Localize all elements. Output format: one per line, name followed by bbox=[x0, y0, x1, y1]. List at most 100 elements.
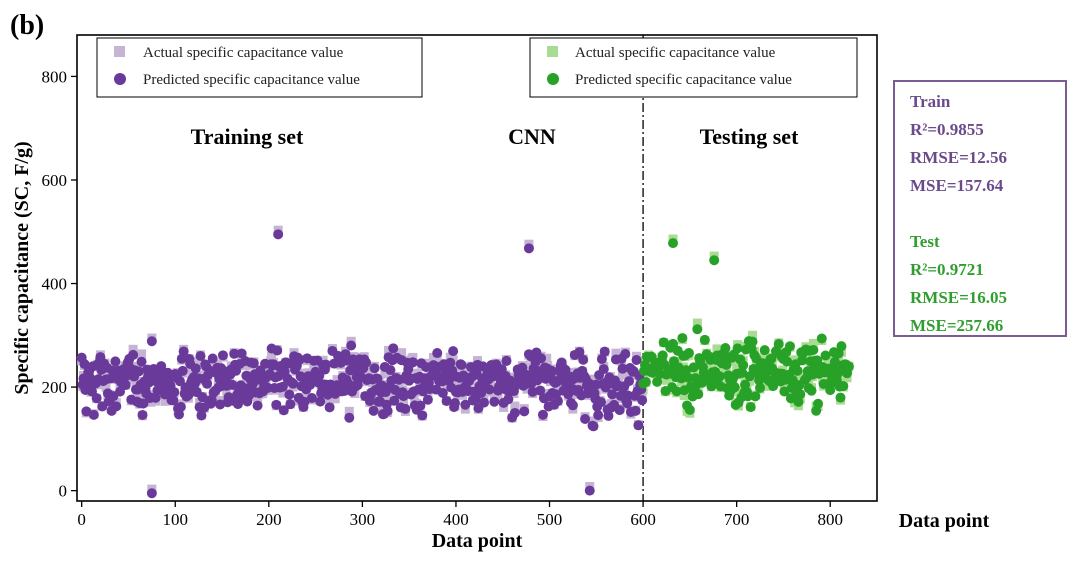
test-predicted-point bbox=[682, 372, 693, 383]
train-predicted-point bbox=[173, 409, 184, 420]
test-predicted-point bbox=[768, 381, 779, 392]
test-actual-point bbox=[661, 375, 671, 385]
test-predicted-point bbox=[738, 360, 749, 371]
test-predicted-point bbox=[812, 355, 823, 366]
test-predicted-point bbox=[737, 367, 748, 378]
train-actual-point bbox=[267, 352, 277, 362]
testing-set-label: Testing set bbox=[700, 124, 799, 149]
train-predicted-point bbox=[584, 485, 595, 496]
test-predicted-point bbox=[838, 381, 849, 392]
test-predicted-point bbox=[677, 333, 688, 344]
train-predicted-point bbox=[631, 355, 642, 366]
train-predicted-point bbox=[484, 384, 495, 395]
test-predicted-point bbox=[699, 334, 710, 345]
train-predicted-point bbox=[272, 345, 283, 356]
test-predicted-point bbox=[652, 376, 663, 387]
test-predicted-point bbox=[692, 324, 703, 335]
train-predicted-point bbox=[503, 394, 514, 405]
train-predicted-point bbox=[196, 410, 207, 421]
y-axis-label: Specific capacitance (SC, F/g) bbox=[11, 141, 33, 394]
x-tick-label: 400 bbox=[443, 510, 469, 529]
train-predicted-point bbox=[537, 409, 548, 420]
train-predicted-point bbox=[599, 346, 610, 357]
data-points bbox=[76, 225, 854, 499]
train-actual-point bbox=[128, 344, 138, 354]
train-mse: MSE=157.64 bbox=[910, 176, 1004, 195]
train-predicted-point bbox=[536, 353, 547, 364]
train-predicted-point bbox=[633, 420, 644, 431]
x-tick-label: 200 bbox=[256, 510, 282, 529]
training-set-label: Training set bbox=[191, 124, 304, 149]
train-predicted-point bbox=[120, 379, 131, 390]
train-predicted-point bbox=[415, 400, 426, 411]
test-predicted-point bbox=[683, 347, 694, 358]
train-predicted-point bbox=[285, 399, 296, 410]
train-predicted-point bbox=[588, 421, 599, 432]
test-predicted-point bbox=[755, 382, 766, 393]
train-predicted-point bbox=[574, 347, 585, 358]
test-predicted-point bbox=[813, 398, 824, 409]
x-tick-label: 100 bbox=[162, 510, 188, 529]
train-predicted-point bbox=[624, 376, 635, 387]
train-actual-point bbox=[185, 364, 195, 374]
train-predicted-point bbox=[489, 396, 500, 407]
train-predicted-point bbox=[437, 387, 448, 398]
test-predicted-point bbox=[720, 342, 731, 353]
train-predicted-point bbox=[346, 340, 357, 351]
train-predicted-point bbox=[361, 357, 372, 368]
train-predicted-point bbox=[580, 414, 591, 425]
train-predicted-point bbox=[388, 343, 399, 354]
train-predicted-point bbox=[523, 243, 534, 254]
train-predicted-point bbox=[546, 365, 557, 376]
train-predicted-point bbox=[128, 349, 139, 360]
train-predicted-point bbox=[382, 406, 393, 417]
test-predicted-point bbox=[766, 353, 777, 364]
legend-right-predicted-marker bbox=[547, 73, 559, 85]
legend-right-predicted-label: Predicted specific capacitance value bbox=[575, 72, 792, 88]
train-predicted-point bbox=[177, 365, 188, 376]
test-predicted-point bbox=[835, 392, 846, 403]
test-predicted-point bbox=[668, 238, 679, 249]
x-axis-ticks: 0 100 200 300 400 500 600 700 800 bbox=[77, 501, 843, 529]
train-predicted-point bbox=[445, 357, 456, 368]
train-actual-point bbox=[384, 345, 394, 355]
train-actual-point bbox=[344, 406, 354, 416]
test-predicted-point bbox=[784, 341, 795, 352]
train-predicted-point bbox=[252, 400, 263, 411]
test-predicted-point bbox=[714, 371, 725, 382]
train-predicted-point bbox=[136, 356, 147, 367]
train-predicted-point bbox=[315, 396, 326, 407]
test-predicted-point bbox=[732, 343, 743, 354]
train-predicted-point bbox=[288, 378, 299, 389]
legend-left-actual-marker bbox=[114, 46, 125, 57]
train-actual-point bbox=[222, 386, 232, 396]
train-predicted-point bbox=[630, 405, 641, 416]
train-predicted-point bbox=[389, 395, 400, 406]
test-predicted-point bbox=[829, 356, 840, 367]
train-actual-point bbox=[160, 396, 170, 406]
test-predicted-point bbox=[745, 402, 756, 413]
train-actual-point bbox=[399, 396, 409, 406]
metrics-box: Train R²=0.9855 RMSE=12.56 MSE=157.64 Te… bbox=[893, 80, 1067, 337]
panel-label: (b) bbox=[10, 10, 44, 41]
train-predicted-point bbox=[175, 401, 186, 412]
train-predicted-point bbox=[509, 407, 520, 418]
train-predicted-point bbox=[535, 385, 546, 396]
test-predicted-point bbox=[808, 345, 819, 356]
train-actual-point bbox=[364, 368, 374, 378]
train-actual-point bbox=[278, 388, 288, 398]
x-tick-label: 0 bbox=[77, 510, 86, 529]
test-predicted-point bbox=[721, 359, 732, 370]
legend-left-actual-label: Actual specific capacitance value bbox=[143, 45, 344, 61]
test-predicted-point bbox=[793, 396, 804, 407]
model-label: CNN bbox=[508, 124, 556, 149]
x-tick-label: 700 bbox=[724, 510, 750, 529]
test-predicted-point bbox=[792, 365, 803, 376]
train-predicted-point bbox=[178, 346, 189, 357]
train-predicted-point bbox=[603, 410, 614, 421]
train-predicted-point bbox=[552, 396, 563, 407]
train-predicted-point bbox=[320, 359, 331, 370]
train-predicted-point bbox=[479, 397, 490, 408]
train-predicted-point bbox=[519, 406, 530, 417]
